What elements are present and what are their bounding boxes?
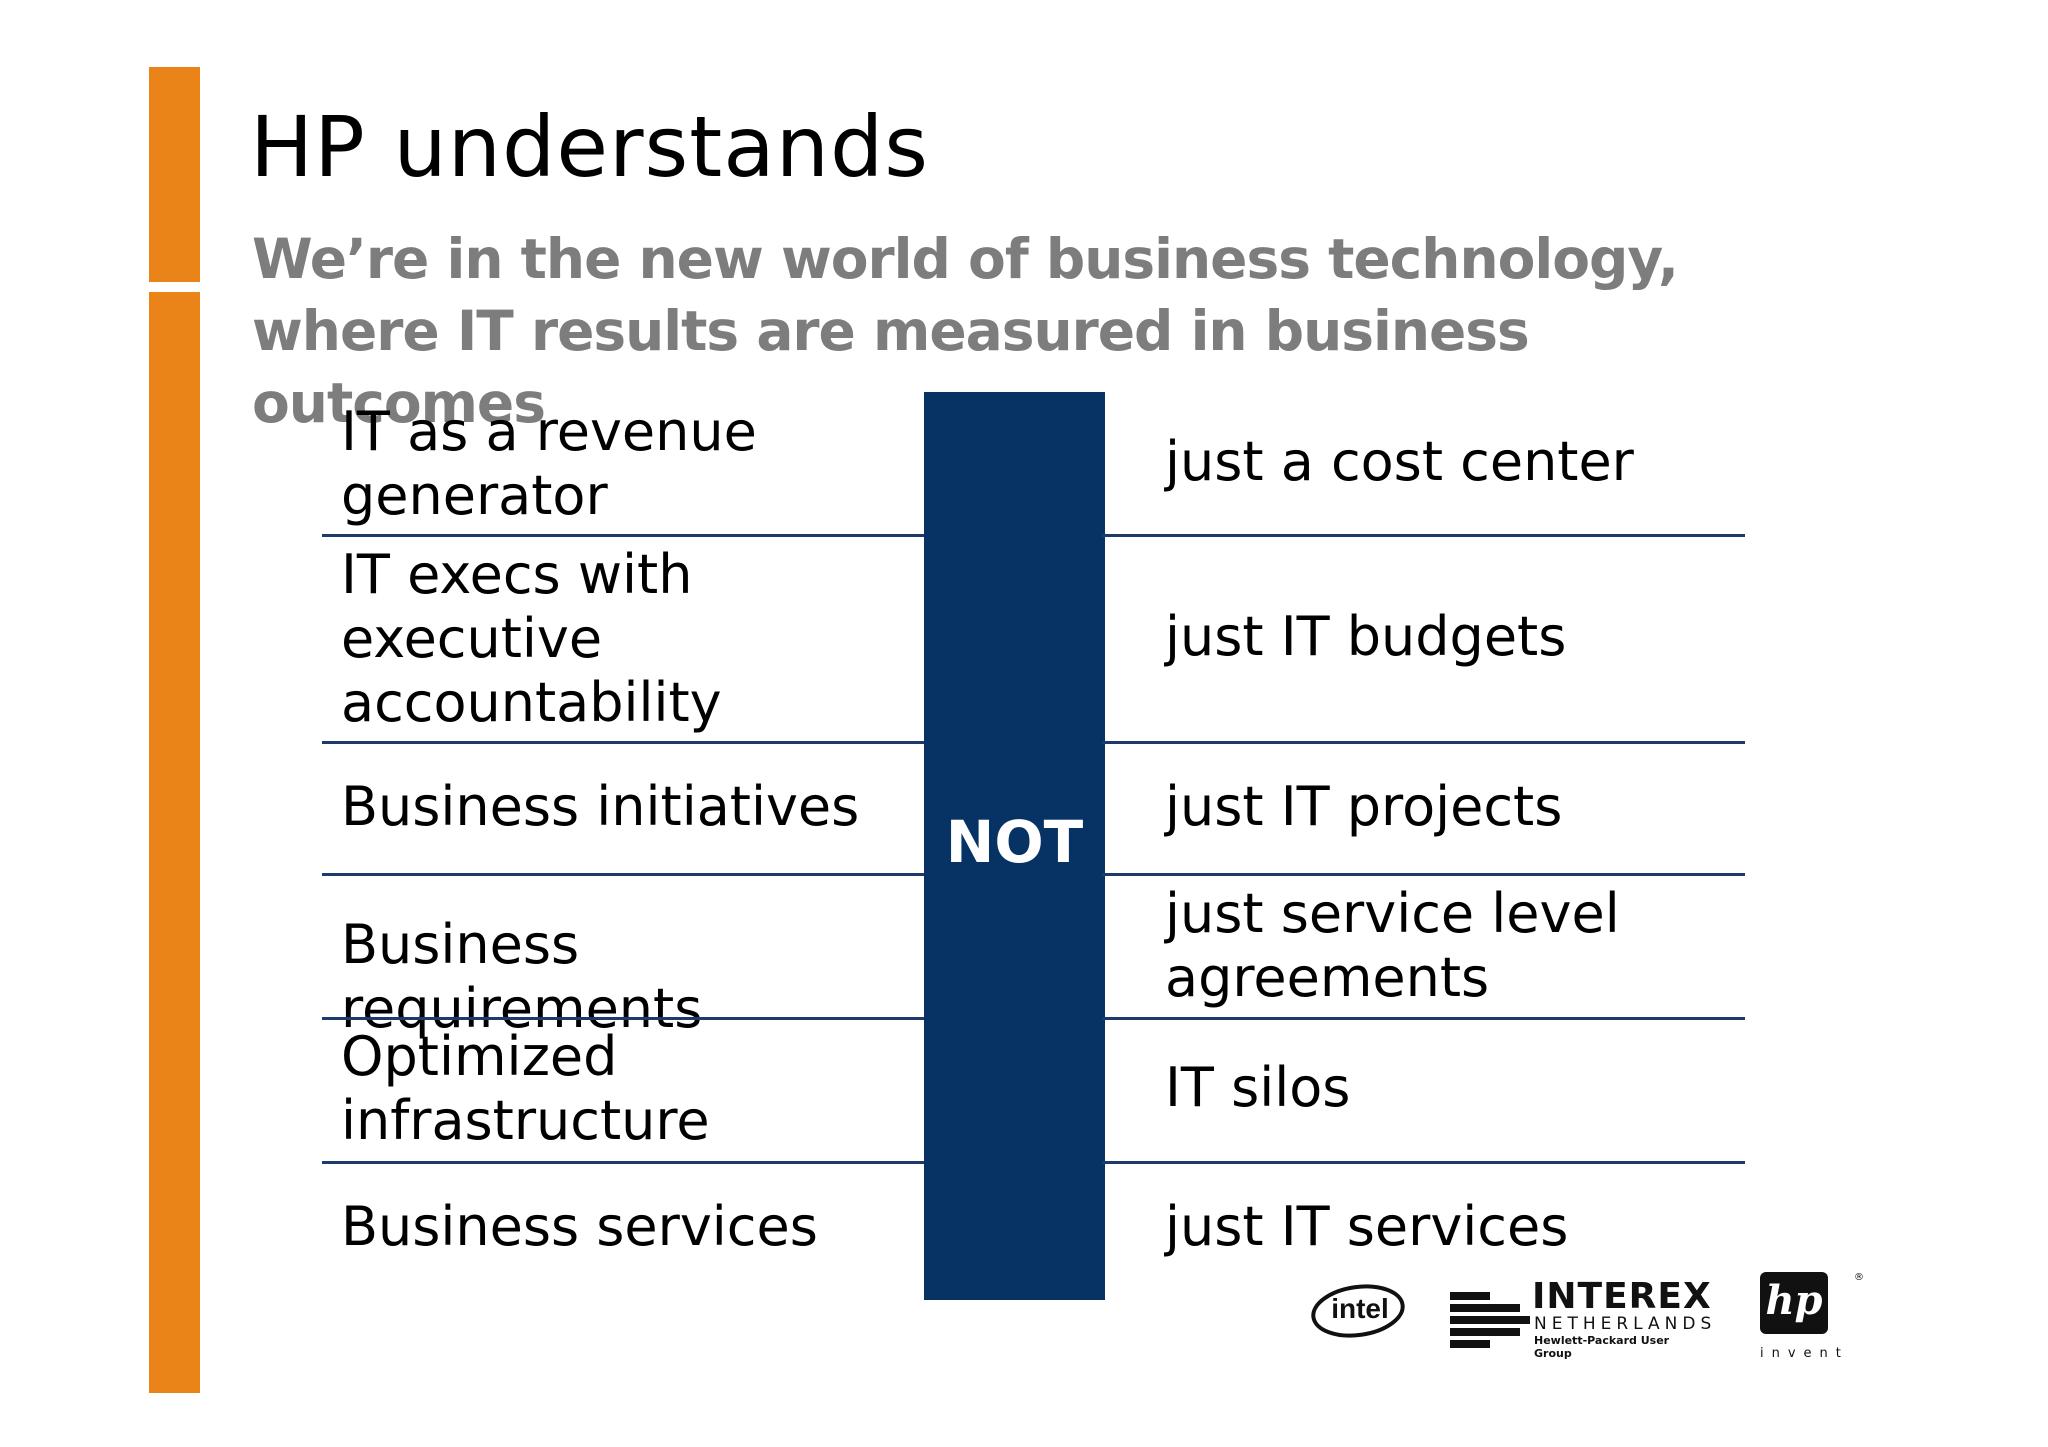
intel-wordmark: intel xyxy=(1331,1293,1389,1324)
row-divider-left xyxy=(322,1161,924,1164)
not-divider-band xyxy=(924,392,1105,1300)
row-divider-right xyxy=(1102,741,1745,744)
row-6-left: Business services xyxy=(341,1195,818,1258)
row-5-right: IT silos xyxy=(1165,1056,1351,1119)
row-1-right: just a cost center xyxy=(1165,430,1634,493)
slide-title: HP understands xyxy=(250,98,930,196)
row-4-left: Business requirements xyxy=(341,913,703,1040)
accent-bar-top xyxy=(149,67,200,282)
row-divider-right xyxy=(1102,534,1745,537)
row-divider-left xyxy=(322,1017,924,1020)
interex-tagline: Hewlett-Packard User Group xyxy=(1534,1334,1670,1360)
hp-tagline: invent xyxy=(1760,1346,1849,1361)
intel-logo: intel xyxy=(1310,1278,1410,1340)
row-divider-left xyxy=(322,741,924,744)
row-divider-left xyxy=(322,534,924,537)
row-2-left: IT execs with executive accountability xyxy=(341,543,722,734)
not-label: NOT xyxy=(945,808,1084,876)
row-4-right: just service level agreements xyxy=(1165,882,1620,1009)
row-divider-left xyxy=(322,873,924,876)
interex-name: INTEREX xyxy=(1532,1276,1712,1317)
row-6-right: just IT services xyxy=(1165,1195,1569,1258)
row-divider-right xyxy=(1102,1017,1745,1020)
interex-bars-icon xyxy=(1450,1282,1534,1348)
hp-registered-mark: ® xyxy=(1854,1272,1864,1283)
row-divider-right xyxy=(1102,1161,1745,1164)
slide-subtitle: We’re in the new world of business techn… xyxy=(252,227,1679,435)
hp-logo: hp ® invent xyxy=(1760,1272,1864,1364)
row-1-left: IT as a revenue generator xyxy=(341,400,757,527)
row-divider-right xyxy=(1102,873,1745,876)
hp-mark-text: hp xyxy=(1765,1277,1823,1324)
row-3-right: just IT projects xyxy=(1165,775,1563,838)
row-3-left: Business initiatives xyxy=(341,775,860,838)
hp-mark-icon: hp xyxy=(1760,1272,1828,1334)
accent-bar-bottom xyxy=(149,292,200,1393)
interex-subtitle: NETHERLANDS xyxy=(1534,1314,1717,1334)
row-5-left: Optimized infrastructure xyxy=(341,1025,710,1152)
interex-logo: INTEREX NETHERLANDS Hewlett-Packard User… xyxy=(1450,1276,1712,1360)
row-2-right: just IT budgets xyxy=(1165,605,1567,668)
